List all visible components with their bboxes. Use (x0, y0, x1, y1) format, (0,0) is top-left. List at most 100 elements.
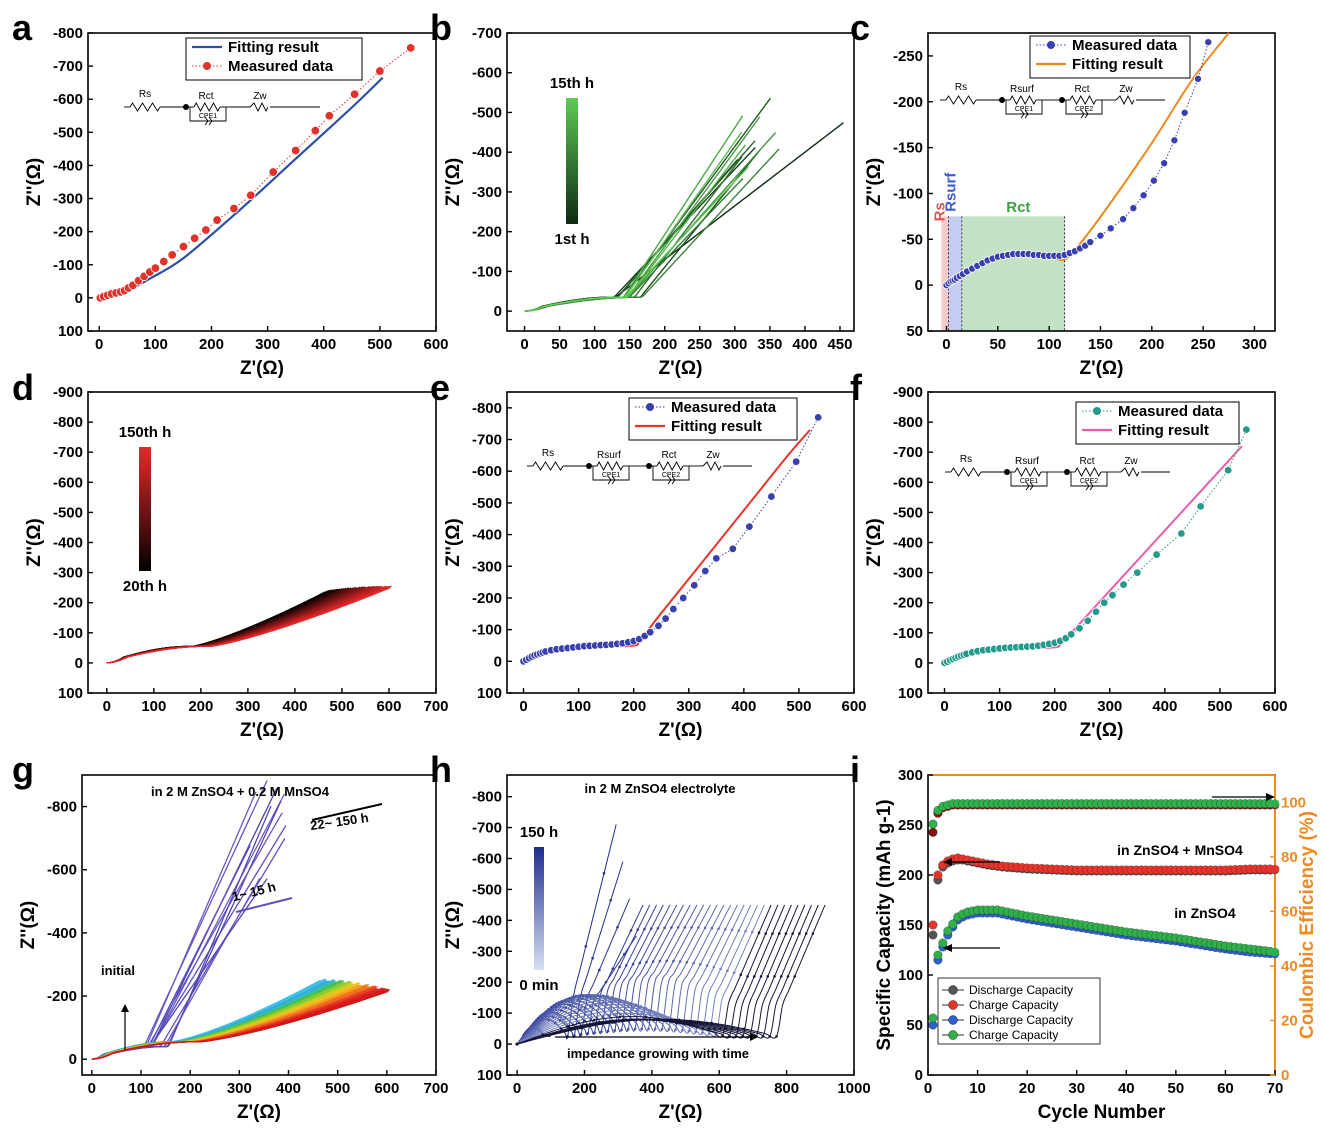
y-tick-label: -500 (472, 881, 502, 898)
y-tick-label: -800 (472, 400, 502, 417)
annotation-arrow (235, 897, 293, 913)
legend-marker-swatch (948, 1015, 958, 1025)
data-point (813, 413, 823, 422)
region-label-rsurf: Rsurf (943, 172, 960, 212)
data-point (601, 1015, 604, 1018)
legend-marker-swatch (1047, 41, 1055, 49)
impedance-curve (516, 904, 745, 1045)
data-point (633, 1027, 637, 1031)
data-point (1223, 466, 1233, 475)
data-point (730, 928, 734, 932)
resistor-symbol (945, 95, 977, 105)
data-point (580, 1006, 583, 1009)
data-point (742, 1027, 746, 1031)
x-tick-label: 300 (235, 698, 260, 715)
y-tick-label: -600 (47, 862, 77, 879)
x-tick-label: 100 (566, 698, 591, 715)
data-point (1091, 607, 1101, 616)
data-point (631, 962, 635, 966)
data-point (602, 871, 606, 875)
data-point (586, 1032, 590, 1035)
legend-label: Fitting result (228, 39, 319, 56)
legend-marker-swatch (203, 62, 211, 70)
x-tick-label: 0 (519, 698, 527, 715)
data-point (567, 999, 571, 1003)
data-point (1119, 215, 1128, 224)
y-tick-label: -400 (53, 535, 83, 552)
data-point (601, 1001, 605, 1004)
y-tick-label: 100 (58, 323, 83, 340)
data-point (608, 1006, 612, 1010)
y-axis-label: Z''(Ω) (864, 158, 885, 207)
panel-letter-c: c (850, 7, 870, 48)
data-point (705, 964, 709, 967)
data-point (159, 256, 169, 267)
data-point (679, 593, 688, 603)
annotation-initial: initial (101, 963, 135, 978)
data-point (614, 997, 618, 1001)
x-tick-label: 500 (786, 698, 811, 715)
x-axis-label: Z'(Ω) (240, 358, 284, 379)
y-tick-label: 100 (477, 685, 502, 702)
data-point (582, 1008, 586, 1011)
y-tick-label: 100 (898, 967, 923, 984)
data-point (592, 1018, 596, 1022)
x-tick-label: 200 (621, 698, 646, 715)
colorbar-top-label: 150th h (119, 424, 172, 441)
y-tick-label: 150 (898, 917, 923, 934)
x-tick-label: 300 (722, 336, 747, 353)
plot-frame (81, 774, 437, 1076)
data-point (933, 950, 943, 960)
y-tick-label: -200 (893, 94, 923, 111)
data-point (1270, 864, 1280, 874)
x-tick-label: 70 (1267, 1080, 1284, 1097)
data-point (728, 544, 738, 554)
data-point (635, 1009, 639, 1013)
data-point (771, 932, 774, 935)
circuit-cpe-label: CPE1 (1015, 106, 1033, 113)
x-axis-label: Z'(Ω) (658, 358, 702, 379)
colorbar-top-label: 150 h (520, 824, 558, 841)
data-point (624, 964, 628, 967)
x-tick-label: 200 (178, 1080, 203, 1097)
x-tick-label: 600 (376, 698, 401, 715)
series-connector (944, 429, 1247, 664)
legend-box (937, 977, 1101, 1045)
circuit-cpe-label: CPE1 (602, 472, 620, 479)
data-point (676, 926, 680, 929)
legend-label: Measured data (1072, 37, 1178, 54)
warburg-symbol (249, 101, 269, 113)
y-tick-label: -700 (53, 58, 83, 75)
data-point (598, 968, 601, 972)
x-tick-label: 100 (582, 336, 607, 353)
data-point (589, 1018, 593, 1021)
x-tick-label: 300 (1242, 336, 1267, 353)
data-point (229, 203, 239, 214)
data-point (1075, 624, 1084, 633)
data-point (713, 1027, 716, 1031)
data-point (587, 1013, 591, 1016)
x-tick-label: 50 (989, 336, 1006, 353)
x-tick-label: 10 (969, 1080, 986, 1097)
x-tick-label: 700 (423, 698, 448, 715)
data-point (618, 1015, 622, 1019)
region-label-rs: Rs (931, 202, 948, 221)
cpe-symbol (1085, 481, 1094, 491)
panel-i: i0 10 20 30 40 50 60 70050100150200250300020406… (850, 749, 1318, 1123)
legend-label: Fitting result (1118, 422, 1209, 439)
data-point (777, 932, 781, 935)
circuit-label: Zw (1119, 84, 1133, 95)
y2-tick-label: 60 (1281, 903, 1298, 920)
circuit-label: Rct (199, 91, 214, 102)
y-tick-label: -200 (472, 590, 502, 607)
circuit-diagram: Rs Rsurf CPE1 Rct CPE2 Zw (527, 448, 752, 485)
data-point (588, 994, 591, 998)
y-axis-label: Z''(Ω) (443, 158, 464, 207)
annotation-growth: impedance growing with time (567, 1046, 749, 1061)
y-axis-label: Z''(Ω) (24, 158, 45, 207)
data-point (680, 1029, 684, 1032)
circuit-cpe-label: CPE1 (199, 113, 217, 120)
data-point (701, 566, 710, 576)
impedance-curve (516, 904, 752, 1045)
arrow-head (750, 1033, 758, 1041)
